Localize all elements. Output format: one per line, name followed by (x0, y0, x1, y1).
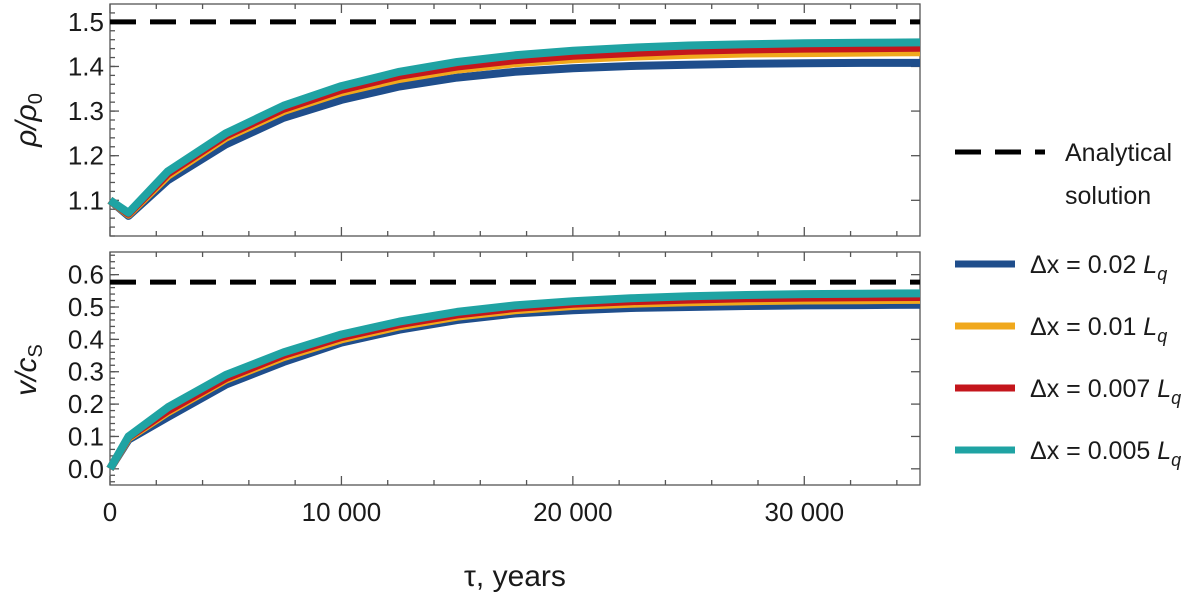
y-axis-label: ρ/ρ0 (10, 93, 47, 148)
plot-frame (109, 3, 921, 237)
y-tick-label: 0.2 (68, 389, 104, 419)
y-tick-label: 1.1 (68, 185, 104, 215)
x-tick-label: 0 (103, 497, 117, 527)
y-tick-label: 0.3 (68, 357, 104, 387)
legend: Analytical solution Δx = 0.02 Lq Δx = 0.01 … (955, 139, 1181, 470)
x-tick-label: 20 000 (533, 497, 613, 527)
y-tick-label: 1.2 (68, 141, 104, 171)
legend-analytical-label: Analytical (1065, 139, 1172, 167)
y-tick-label: 1.5 (68, 7, 104, 37)
legend-entry-label-1: Δx = 0.01 Lq (1030, 313, 1167, 346)
y-tick-label: 0.5 (68, 292, 104, 322)
y-tick-label: 1.3 (68, 96, 104, 126)
velocity-panel: 0.00.10.20.30.40.50.6 0 10 000 20 000 30 000… (10, 251, 921, 527)
y-tick-label: 1.4 (68, 51, 104, 81)
legend-entry-label-0: Δx = 0.02 Lq (1030, 251, 1167, 284)
y-axis-label: v/cS (10, 344, 47, 396)
x-tick-label: 10 000 (302, 497, 382, 527)
plot-frame (109, 251, 921, 486)
y-tick-label: 0.0 (68, 454, 104, 484)
series-line-0 (106, 300, 921, 471)
series-line-0 (107, 58, 920, 220)
legend-analytical-label-line2: solution (1065, 182, 1151, 210)
density-panel: 1.1 1.2 1.3 1.4 1.5 ρ/ρ0 (10, 3, 921, 237)
y-tick-label: 0.6 (68, 260, 104, 290)
legend-entry-label-2: Δx = 0.007 Lq (1030, 375, 1181, 408)
legend-entry-label-3: Δx = 0.005 Lq (1030, 437, 1181, 470)
series-line-3 (107, 38, 921, 217)
series-line-3 (106, 289, 921, 471)
y-tick-label: 0.4 (68, 324, 104, 354)
x-tick-label: 30 000 (765, 497, 845, 527)
y-tick-label: 0.1 (68, 421, 104, 451)
x-axis-label: τ, years (464, 560, 566, 593)
